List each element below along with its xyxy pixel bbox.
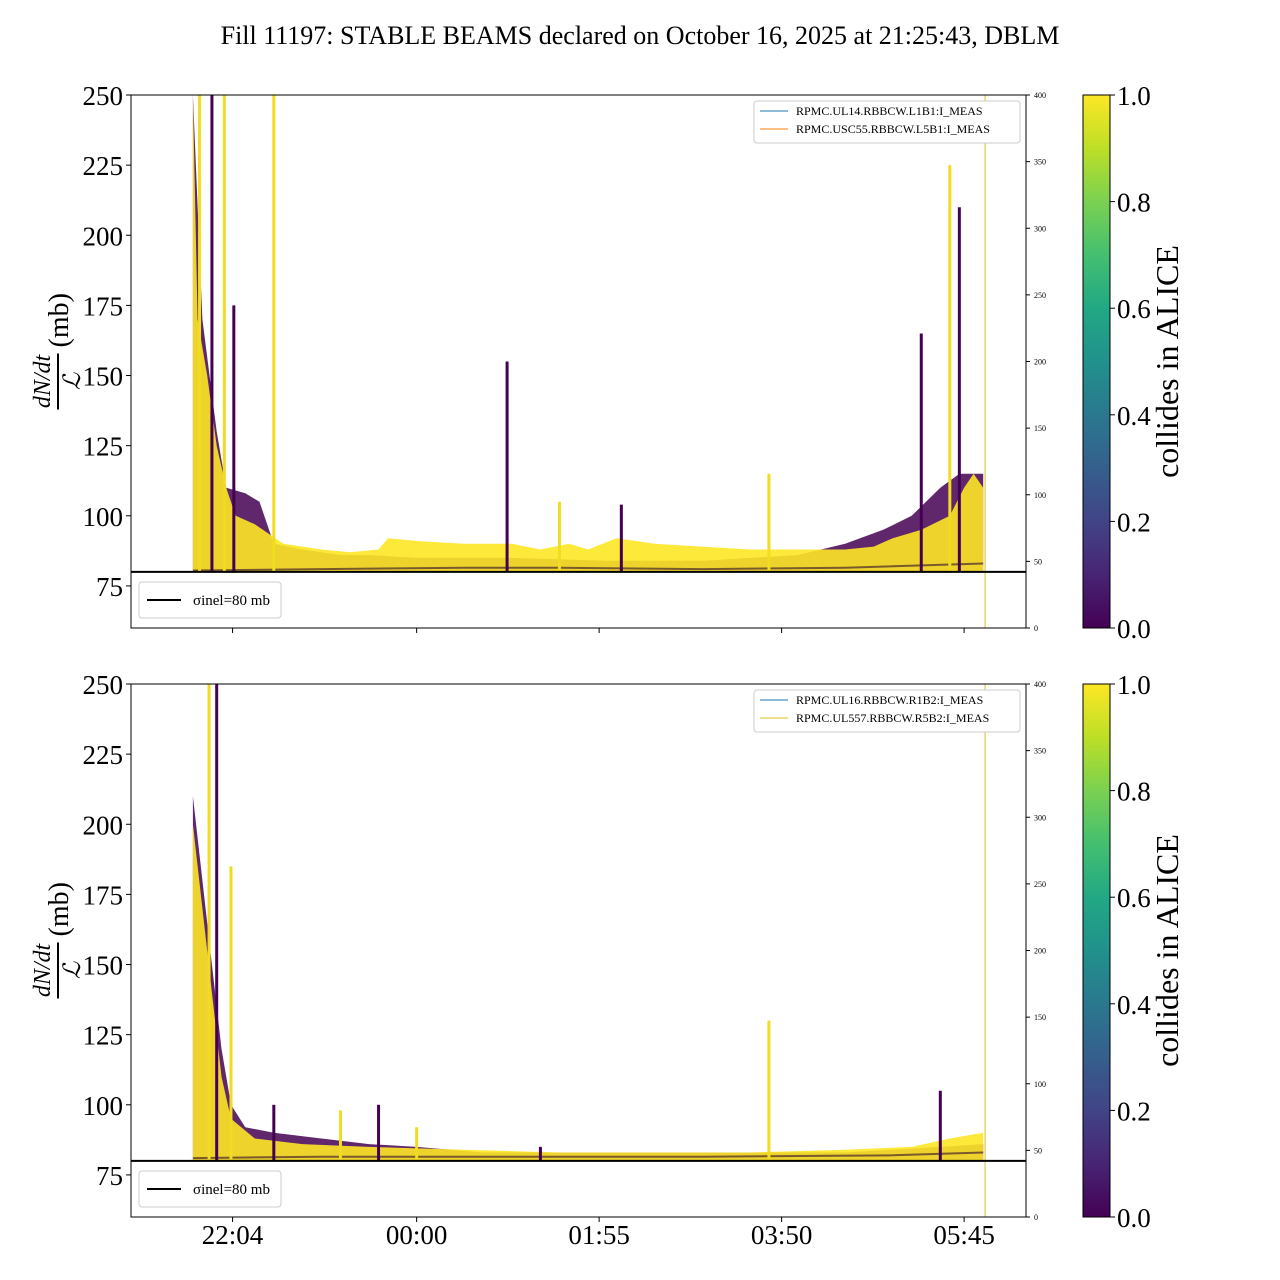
- y-right-tick-label: 50: [1034, 1146, 1042, 1155]
- y-right-tick-label: 0: [1034, 1213, 1038, 1222]
- legend-entry: RPMC.USC55.RBBCW.L5B1:I_MEAS: [796, 122, 990, 136]
- legend-entry: RPMC.UL557.RBBCW.R5B2:I_MEAS: [796, 711, 989, 725]
- sigma-legend-box: [138, 1170, 282, 1208]
- y-label-numerator: dN/dt: [30, 942, 56, 997]
- x-tick-label: 03:50: [751, 1220, 813, 1250]
- sigma-legend-text: σinel=80 mb: [193, 593, 270, 609]
- series-colliding-band: [192, 95, 984, 572]
- chart-panel-top: 75 100 125 150 175 200 225 250 0 50 100 150 200 250 30…: [30, 81, 1185, 644]
- y-axis-label: dN/dt ℒ (mb): [30, 882, 86, 999]
- colorbar-tick-label: 0.8: [1117, 777, 1151, 807]
- colorbar-tick-label: 0.6: [1117, 294, 1151, 324]
- legend-entry: RPMC.UL14.RBBCW.L1B1:I_MEAS: [796, 104, 983, 118]
- y-right-tick-label: 100: [1034, 491, 1046, 500]
- y-right-tick-label: 250: [1034, 291, 1046, 300]
- colorbar-label: collides in ALICE: [1149, 245, 1185, 478]
- y-label-unit: (mb): [44, 882, 75, 936]
- x-tick-label: 22:04: [202, 1220, 264, 1250]
- colorbar-tick-label: 0.6: [1117, 883, 1151, 913]
- y-label-denominator: ℒ: [60, 372, 86, 390]
- sigma-legend-box: [138, 581, 282, 619]
- colorbar: [1082, 683, 1111, 1218]
- y-right-tick-label: 300: [1034, 813, 1046, 822]
- y-tick-label: 250: [83, 670, 124, 700]
- y-tick-label: 150: [83, 362, 124, 392]
- y-tick-label: 175: [83, 880, 124, 910]
- colorbar-tick-label: 1.0: [1117, 81, 1151, 111]
- series-baseline: [192, 1151, 984, 1160]
- y-tick-label: 225: [83, 740, 124, 770]
- y-tick-label: 75: [96, 1161, 123, 1191]
- y-right-tick-label: 300: [1034, 224, 1046, 233]
- y-tick-label: 100: [83, 502, 124, 532]
- y-tick-label: 125: [83, 1021, 124, 1051]
- plot-area: [192, 95, 984, 572]
- figure-title: Fill 11197: STABLE BEAMS declared on Oct…: [221, 21, 1060, 50]
- series-colliding-band: [192, 824, 984, 1161]
- series-legend-box: [753, 689, 1021, 733]
- y-tick-label: 125: [83, 432, 124, 462]
- y-right-tick-label: 150: [1034, 1013, 1046, 1022]
- colorbar: [1082, 94, 1111, 629]
- series-non-colliding-band: [192, 796, 984, 1161]
- colorbar-tick-label: 1.0: [1117, 670, 1151, 700]
- series-legend-box: [753, 100, 1021, 144]
- colorbar-label: collides in ALICE: [1149, 834, 1185, 1067]
- y-right-tick-label: 50: [1034, 557, 1042, 566]
- y-right-tick-label: 200: [1034, 947, 1046, 956]
- y-right-tick-label: 0: [1034, 624, 1038, 633]
- series-non-colliding-band: [192, 95, 984, 572]
- y-tick-label: 175: [83, 291, 124, 321]
- sigma-legend-text: σinel=80 mb: [193, 1182, 270, 1198]
- y-right-tick-label: 100: [1034, 1080, 1046, 1089]
- legend-entry: RPMC.UL16.RBBCW.R1B2:I_MEAS: [796, 693, 983, 707]
- y-right-tick-label: 200: [1034, 358, 1046, 367]
- y-tick-label: 225: [83, 151, 124, 181]
- y-label-unit: (mb): [44, 293, 75, 347]
- y-tick-label: 200: [83, 221, 124, 251]
- y-right-tick-label: 150: [1034, 424, 1046, 433]
- y-label-denominator: ℒ: [60, 961, 86, 979]
- x-tick-label: 05:45: [933, 1220, 995, 1250]
- chart-panel-bottom: 75 100 125 150 175 200 225 250 0 50 100 150 200 250 30…: [30, 670, 1185, 1250]
- y-tick-label: 150: [83, 951, 124, 981]
- y-right-tick-label: 350: [1034, 158, 1046, 167]
- plot-area: [192, 684, 984, 1161]
- colorbar-tick-label: 0.0: [1117, 614, 1151, 644]
- y-right-tick-label: 400: [1034, 91, 1046, 100]
- x-tick-label: 00:00: [386, 1220, 448, 1250]
- y-tick-label: 75: [96, 572, 123, 602]
- colorbar-tick-label: 0.4: [1117, 990, 1151, 1020]
- colorbar-tick-label: 0.2: [1117, 507, 1151, 537]
- colorbar-tick-label: 0.8: [1117, 188, 1151, 218]
- y-right-tick-label: 350: [1034, 747, 1046, 756]
- colorbar-tick-label: 0.0: [1117, 1203, 1151, 1233]
- x-tick-label: 01:55: [568, 1220, 630, 1250]
- y-axis-label: dN/dt ℒ (mb): [30, 293, 86, 410]
- y-right-tick-label: 250: [1034, 880, 1046, 889]
- y-right-tick-label: 400: [1034, 680, 1046, 689]
- y-tick-label: 250: [83, 81, 124, 111]
- y-tick-label: 100: [83, 1091, 124, 1121]
- y-tick-label: 200: [83, 810, 124, 840]
- colorbar-tick-label: 0.4: [1117, 401, 1151, 431]
- colorbar-tick-label: 0.2: [1117, 1096, 1151, 1126]
- y-label-numerator: dN/dt: [30, 353, 56, 408]
